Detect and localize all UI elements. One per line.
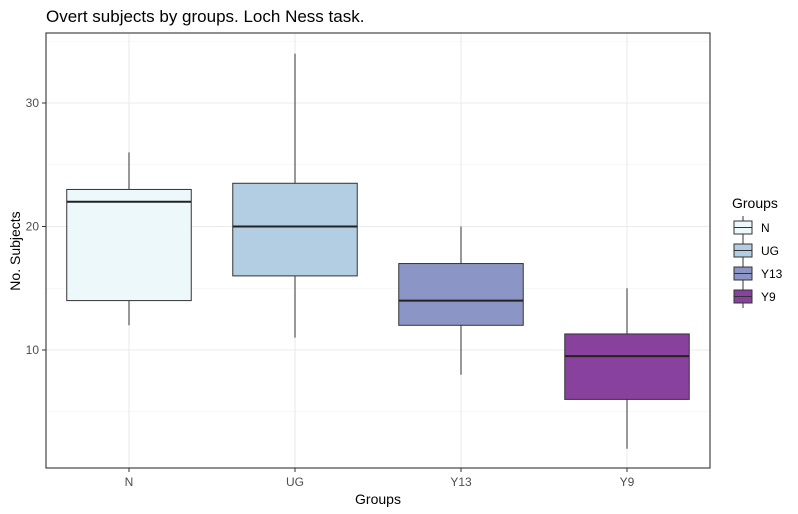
chart-title: Overt subjects by groups. Loch Ness task…: [46, 7, 364, 26]
x-tick-label: Y13: [450, 475, 472, 489]
y-axis-title: No. Subjects: [7, 211, 23, 290]
legend-label: Y13: [761, 267, 783, 281]
x-tick-label: N: [125, 475, 134, 489]
box-body: [66, 188, 192, 302]
x-tick-label: UG: [286, 475, 304, 489]
legend-item-y13: Y13: [733, 262, 783, 285]
box-body: [232, 182, 358, 277]
legend-item-ug: UG: [733, 239, 779, 262]
legend-title: Groups: [732, 195, 778, 211]
box-y9: [564, 288, 690, 449]
legend-label: Y9: [761, 290, 776, 304]
box-body: [564, 333, 690, 400]
box-n: [66, 152, 192, 326]
legend: Groups N UG Y13 Y9: [732, 195, 783, 308]
legend-item-n: N: [733, 216, 770, 239]
y-tick-label: 10: [26, 343, 40, 357]
box-ug: [232, 53, 358, 338]
legend-label: UG: [761, 244, 779, 258]
x-tick-label: Y9: [620, 475, 635, 489]
box-body: [398, 263, 524, 326]
legend-item-y9: Y9: [733, 285, 776, 308]
axis-ticks: 10 20 30 N UG Y13 Y9: [26, 96, 635, 489]
y-tick-label: 30: [26, 96, 40, 110]
legend-label: N: [761, 221, 770, 235]
plot-panel-border: [45, 32, 711, 469]
x-axis-title: Groups: [355, 491, 401, 507]
y-tick-label: 20: [26, 220, 40, 234]
boxes: [66, 53, 690, 449]
box-y13: [398, 226, 524, 375]
